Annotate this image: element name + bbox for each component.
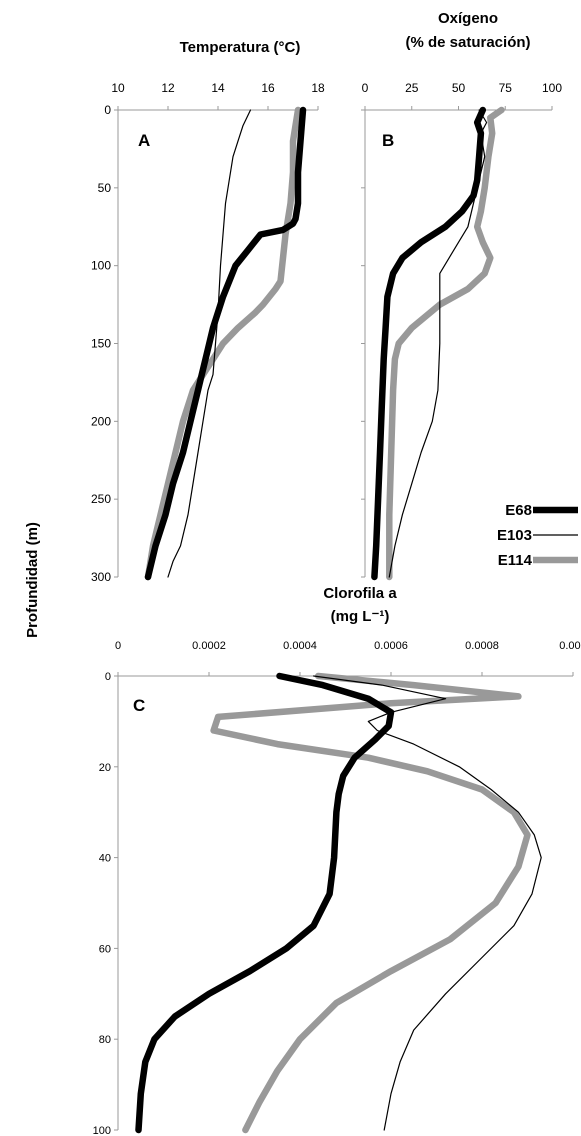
x-tick-label: 0.0008 bbox=[465, 640, 499, 652]
x-tick-label: 75 bbox=[499, 81, 513, 95]
x-tick-label: 50 bbox=[452, 81, 466, 95]
panel-label: A bbox=[138, 131, 150, 150]
y-tick-label: 0 bbox=[105, 671, 111, 683]
x-tick-label: 0 bbox=[362, 81, 369, 95]
legend-label-e68: E68 bbox=[505, 502, 532, 519]
series-line-e68 bbox=[135, 672, 395, 1134]
x-tick-label: 10 bbox=[111, 81, 125, 95]
series-line-e114 bbox=[386, 106, 505, 581]
x-tick-label: 0.0006 bbox=[374, 640, 408, 652]
y-tick-label: 200 bbox=[91, 414, 111, 428]
y-tick-label: 60 bbox=[99, 943, 111, 955]
y-tick-label: 150 bbox=[91, 337, 111, 351]
y-tick-label: 20 bbox=[99, 762, 111, 774]
x-tick-label: 25 bbox=[405, 81, 419, 95]
x-tick-label: 100 bbox=[542, 81, 562, 95]
panel-b-oxygen: Oxígeno (% de saturación) 0 25 50 75 100 B bbox=[361, 10, 562, 581]
panel-label: C bbox=[133, 696, 145, 715]
x-tick-label: 14 bbox=[211, 81, 225, 95]
panel-label: B bbox=[382, 131, 394, 150]
chart-title: (mg L⁻¹) bbox=[331, 608, 390, 625]
series-line-e103 bbox=[313, 675, 542, 1131]
y-tick-label: 0 bbox=[104, 103, 111, 117]
x-tick-label: 12 bbox=[161, 81, 175, 95]
y-tick-label: 300 bbox=[91, 570, 111, 584]
series-line-e103 bbox=[388, 109, 488, 578]
x-tick-label: 18 bbox=[311, 81, 325, 95]
x-tick-label: 0.001 bbox=[559, 640, 581, 652]
x-tick-label: 16 bbox=[261, 81, 275, 95]
series-line-e114 bbox=[144, 106, 302, 581]
legend: E68 E103 E114 bbox=[497, 502, 578, 569]
y-tick-label: 80 bbox=[99, 1034, 111, 1046]
panel-c-chlorophyll: Clorofila a (mg L⁻¹) 0 0.0002 0.0004 0.0006 0.… bbox=[93, 585, 581, 1136]
y-tick-label: 250 bbox=[91, 492, 111, 506]
series-line-e68 bbox=[371, 106, 487, 581]
chart-title: Temperatura (°C) bbox=[180, 39, 301, 56]
x-tick-label: 0.0004 bbox=[283, 640, 317, 652]
chart-title: (% de saturación) bbox=[405, 34, 530, 51]
y-tick-label: 50 bbox=[98, 181, 112, 195]
series-line-e114 bbox=[210, 672, 531, 1134]
chart-title: Clorofila a bbox=[323, 585, 397, 602]
y-axis-label: Profundidad (m) bbox=[24, 522, 41, 638]
series-line-e68 bbox=[144, 106, 307, 581]
y-tick-label: 100 bbox=[93, 1125, 111, 1136]
legend-label-e103: E103 bbox=[497, 527, 532, 544]
chart-title: Oxígeno bbox=[438, 10, 498, 27]
x-tick-label: 0.0002 bbox=[192, 640, 226, 652]
y-tick-label: 100 bbox=[91, 259, 111, 273]
y-tick-label: 40 bbox=[99, 853, 111, 865]
series-line-e103 bbox=[167, 109, 252, 578]
panel-a-temperature: Temperatura (°C) 10 12 14 16 18 0 50 100 150 200 25… bbox=[91, 39, 325, 584]
x-tick-label: 0 bbox=[115, 640, 121, 652]
legend-label-e114: E114 bbox=[498, 552, 533, 569]
